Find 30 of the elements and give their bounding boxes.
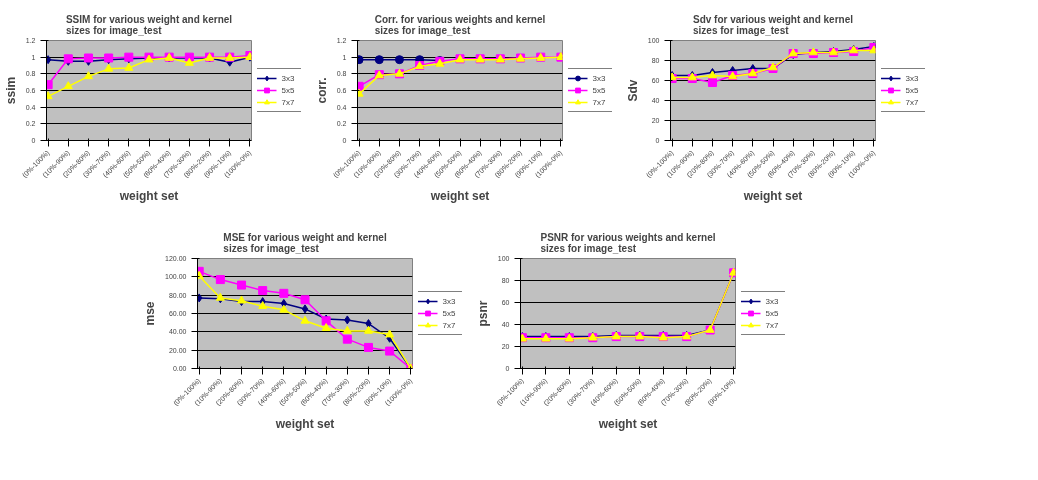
x-axis-title: weight set (118, 189, 179, 204)
y-axis-title: ssim (3, 76, 18, 105)
legend-label: 3x3 (592, 72, 607, 84)
chart-title: Corr. for various weights and kernel sizes for image_test (374, 13, 546, 36)
chart-title: Sdv for various weight and kernel sizes for image_test (692, 13, 854, 36)
x-axis-title: weight set (597, 417, 658, 432)
legend-label: 5x5 (442, 307, 457, 319)
y-axis-title: psnr (475, 300, 490, 327)
chart-title: SSIM for various weight and kernel sizes for image_test (65, 13, 233, 36)
y-axis-title: mse (143, 301, 158, 326)
chart-title: MSE for various weight and kernel sizes for image_test (223, 231, 387, 254)
legend-label: 7x7 (281, 96, 296, 108)
y-axis-title: Sdv (625, 79, 640, 102)
legend-label: 5x5 (905, 84, 920, 96)
legend-label: 5x5 (592, 84, 607, 96)
x-axis-title: weight set (742, 189, 803, 204)
legend-label: 3x3 (765, 295, 780, 307)
legend-label: 3x3 (442, 295, 457, 307)
x-axis-title: weight set (429, 189, 490, 204)
legend-label: 5x5 (281, 84, 296, 96)
legend-label: 7x7 (442, 319, 457, 331)
legend-label: 7x7 (592, 96, 607, 108)
chart-title: PSNR for various weights and kernel sizes for image_test (540, 231, 716, 254)
legend-label: 7x7 (765, 319, 780, 331)
legend-label: 5x5 (765, 307, 780, 319)
legend-label: 3x3 (905, 72, 920, 84)
y-axis-title: corr. (314, 77, 329, 104)
legend-label: 7x7 (905, 96, 920, 108)
x-axis-title: weight set (274, 417, 335, 432)
legend-label: 3x3 (281, 72, 296, 84)
